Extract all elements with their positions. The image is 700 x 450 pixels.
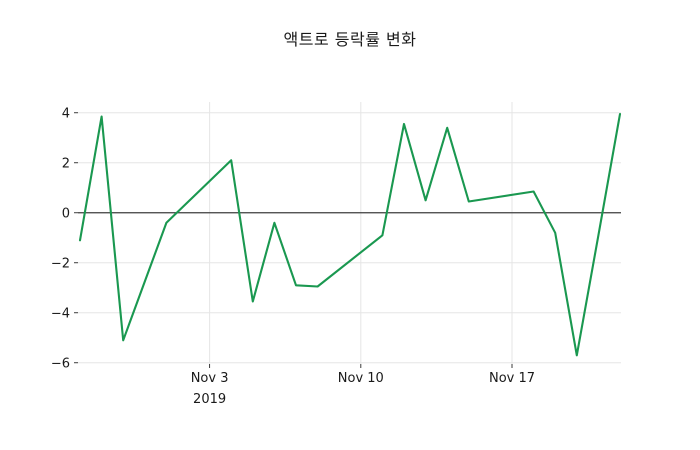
x-tick-year-label: 2019 <box>193 392 226 407</box>
x-tick-label: Nov 3 <box>191 371 229 386</box>
y-tick-label: −6 <box>51 356 70 371</box>
y-tick-label: 4 <box>62 106 70 121</box>
horizontal-gridlines <box>78 112 621 364</box>
y-tick-label: −4 <box>51 306 70 321</box>
x-tick-label: Nov 10 <box>338 371 384 386</box>
y-axis-labels: 4 2 0 −2 −4 −6 <box>51 106 70 371</box>
vertical-gridlines <box>209 102 513 364</box>
y-tick-label: 0 <box>62 206 70 221</box>
axis-tick-marks <box>74 112 513 368</box>
x-axis-labels: Nov 3 2019 Nov 10 Nov 17 <box>191 371 535 407</box>
x-tick-label: Nov 17 <box>489 371 535 386</box>
y-tick-label: −2 <box>51 256 70 271</box>
chart-title: 액트로 등락률 변화 <box>283 30 417 49</box>
y-tick-label: 2 <box>62 156 70 171</box>
price-change-line <box>78 112 622 357</box>
